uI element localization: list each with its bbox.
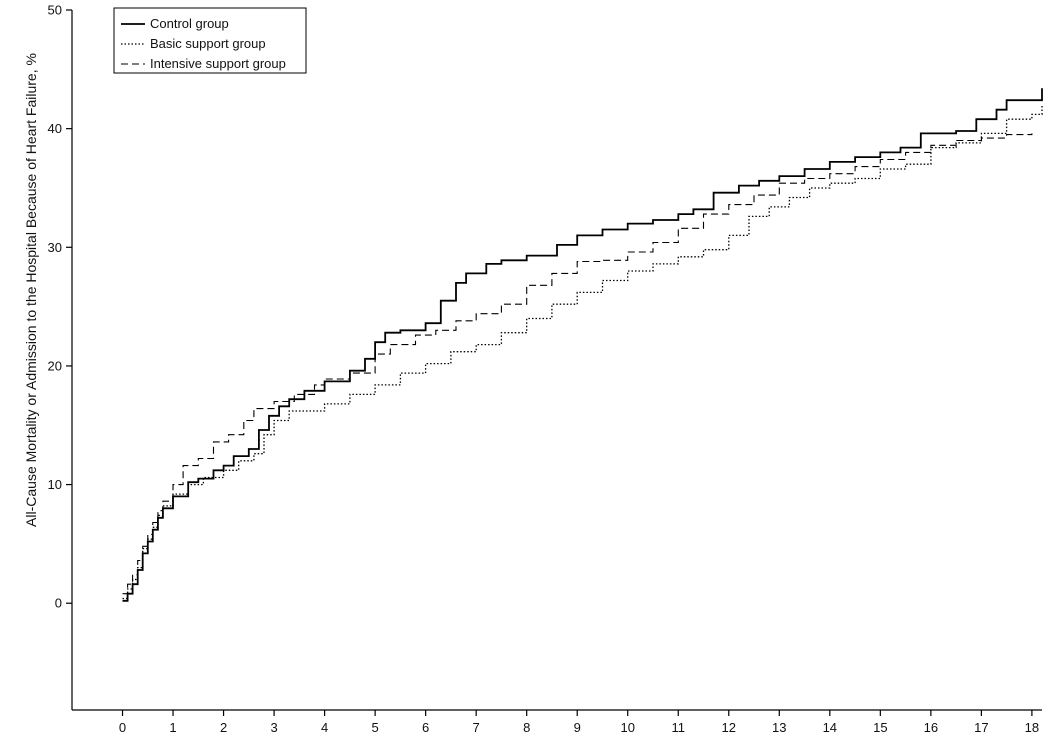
x-tick-label: 10 [620, 720, 634, 735]
x-tick-label: 1 [169, 720, 176, 735]
x-tick-label: 9 [574, 720, 581, 735]
x-tick-label: 18 [1025, 720, 1039, 735]
x-axis-ticks: 0 1 2 3 4 5 6 7 8 9 10 11 12 13 14 15 16 17 18 [119, 710, 1039, 735]
x-tick-label: 15 [873, 720, 887, 735]
x-tick-label: 7 [473, 720, 480, 735]
legend-label-control: Control group [150, 16, 229, 31]
legend: Control group Basic support group Intens… [113, 7, 307, 74]
x-tick-label: 17 [974, 720, 988, 735]
x-tick-label: 14 [823, 720, 837, 735]
x-tick-label: 12 [722, 720, 736, 735]
legend-label-intensive: Intensive support group [150, 56, 286, 71]
y-tick-label: 50 [48, 3, 62, 18]
x-tick-label: 3 [270, 720, 277, 735]
x-tick-label: 4 [321, 720, 328, 735]
x-tick-label: 6 [422, 720, 429, 735]
legend-label-basic: Basic support group [150, 36, 266, 51]
y-tick-label: 10 [48, 477, 62, 492]
x-tick-label: 8 [523, 720, 530, 735]
legend-box [113, 7, 307, 74]
y-tick-label: 30 [48, 240, 62, 255]
y-axis-ticks: 0 10 20 30 40 50 [48, 3, 72, 611]
y-tick-label: 40 [48, 121, 62, 136]
y-axis-title: All-Cause Mortality or Admission to the … [23, 53, 39, 527]
series-line-intensive-support-group [122, 133, 1033, 595]
x-tick-label: 2 [220, 720, 227, 735]
x-tick-label: 5 [372, 720, 379, 735]
x-tick-label: 16 [924, 720, 938, 735]
series-line-basic-support-group [122, 104, 1043, 600]
series-layer [122, 88, 1043, 602]
y-tick-label: 0 [55, 596, 62, 611]
x-tick-label: 11 [672, 720, 686, 735]
x-tick-label: 13 [772, 720, 786, 735]
y-tick-label: 20 [48, 358, 62, 373]
x-tick-label: 0 [119, 720, 126, 735]
series-line-control-group [122, 88, 1043, 602]
